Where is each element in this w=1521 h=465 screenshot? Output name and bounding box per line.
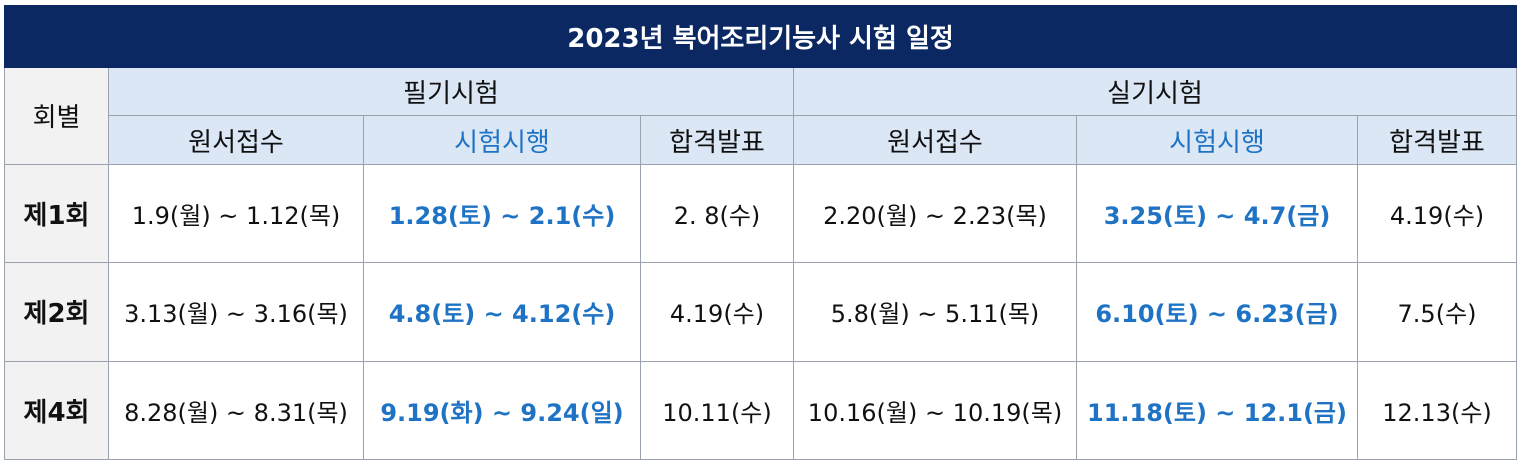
written-application-cell: 3.13(월) ~ 3.16(목) — [108, 262, 364, 362]
practical-exam-date-header: 시험시행 — [1076, 115, 1358, 165]
table-title: 2023년 복어조리기능사 시험 일정 — [3, 4, 1518, 69]
practical-result-cell: 7.5(수) — [1356, 262, 1518, 362]
practical-result-header: 합격발표 — [1356, 115, 1518, 165]
practical-exam-header: 실기시험 — [792, 67, 1518, 117]
written-exam-cell: 1.28(토) ~ 2.1(수) — [363, 163, 641, 264]
written-exam-header: 필기시험 — [108, 67, 794, 117]
round-label: 제1회 — [4, 163, 109, 264]
practical-result-cell: 12.13(수) — [1356, 360, 1518, 461]
table-row: 제1회 1.9(월) ~ 1.12(목) 1.28(토) ~ 2.1(수) 2.… — [4, 163, 1518, 264]
schedule-table: 2023년 복어조리기능사 시험 일정 회별 필기시험 실기시험 원서접수 시험… — [3, 4, 1518, 461]
practical-application-header: 원서접수 — [793, 115, 1077, 165]
practical-exam-cell: 6.10(토) ~ 6.23(금) — [1076, 262, 1358, 362]
practical-application-cell: 5.8(월) ~ 5.11(목) — [793, 262, 1077, 362]
practical-application-cell: 2.20(월) ~ 2.23(목) — [793, 163, 1077, 264]
round-label: 제2회 — [4, 262, 109, 362]
table-row: 제2회 3.13(월) ~ 3.16(목) 4.8(토) ~ 4.12(수) 4… — [4, 262, 1518, 362]
exam-schedule: 2023년 복어조리기능사 시험 일정 회별 필기시험 실기시험 원서접수 시험… — [3, 4, 1518, 461]
written-result-cell: 10.11(수) — [640, 360, 794, 461]
written-result-header: 합격발표 — [640, 115, 794, 165]
written-exam-cell: 4.8(토) ~ 4.12(수) — [363, 262, 641, 362]
round-label: 제4회 — [4, 360, 109, 461]
practical-result-cell: 4.19(수) — [1356, 163, 1518, 264]
written-application-cell: 8.28(월) ~ 8.31(목) — [108, 360, 364, 461]
written-application-header: 원서접수 — [108, 115, 364, 165]
written-application-cell: 1.9(월) ~ 1.12(목) — [108, 163, 364, 264]
table-row: 제4회 8.28(월) ~ 8.31(목) 9.19(화) ~ 9.24(일) … — [4, 360, 1518, 461]
practical-exam-cell: 11.18(토) ~ 12.1(금) — [1076, 360, 1358, 461]
practical-application-cell: 10.16(월) ~ 10.19(목) — [793, 360, 1077, 461]
written-result-cell: 2. 8(수) — [640, 163, 794, 264]
practical-exam-cell: 3.25(토) ~ 4.7(금) — [1076, 163, 1358, 264]
round-header: 회별 — [4, 67, 109, 165]
written-result-cell: 4.19(수) — [640, 262, 794, 362]
written-exam-date-header: 시험시행 — [363, 115, 641, 165]
written-exam-cell: 9.19(화) ~ 9.24(일) — [363, 360, 641, 461]
